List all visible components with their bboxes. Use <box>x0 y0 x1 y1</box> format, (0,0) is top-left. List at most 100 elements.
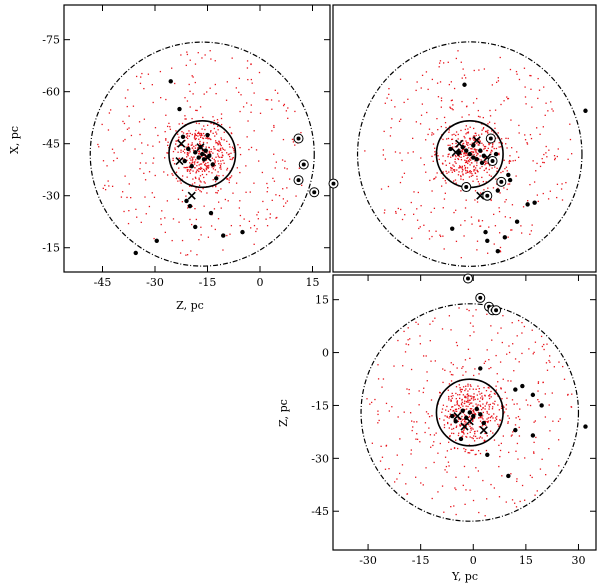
field-star <box>197 188 200 190</box>
field-star <box>508 183 511 185</box>
field-star <box>425 355 427 357</box>
field-star <box>464 207 467 209</box>
member-star-point <box>506 473 511 479</box>
field-star <box>186 169 188 171</box>
field-star <box>528 348 530 350</box>
field-star <box>469 489 471 491</box>
field-star <box>175 130 177 132</box>
field-star <box>457 394 459 396</box>
field-star <box>412 137 414 140</box>
field-star <box>440 106 442 108</box>
field-star <box>459 393 461 396</box>
field-star <box>173 163 176 165</box>
field-star <box>154 174 156 177</box>
field-star <box>472 325 474 327</box>
field-star <box>199 142 201 144</box>
field-star <box>195 177 197 180</box>
field-star <box>483 439 485 442</box>
field-star <box>478 390 480 393</box>
field-star <box>249 191 251 193</box>
field-star <box>538 401 540 403</box>
field-star <box>479 155 481 157</box>
field-star <box>165 139 167 141</box>
field-star <box>518 435 521 437</box>
field-star <box>226 152 228 154</box>
field-star <box>431 415 433 417</box>
field-star <box>462 431 465 434</box>
member-star-point <box>539 403 544 408</box>
field-star <box>497 132 499 134</box>
field-star <box>470 151 472 153</box>
field-star <box>197 52 199 54</box>
field-star <box>498 153 500 156</box>
member-star-point <box>530 392 536 398</box>
field-star <box>457 157 459 160</box>
field-star <box>422 391 424 394</box>
field-star <box>453 505 455 507</box>
circled-point-dot <box>499 179 504 184</box>
field-star <box>478 144 480 146</box>
field-star <box>473 393 475 395</box>
field-star <box>208 164 210 167</box>
inner-circle <box>168 120 237 189</box>
field-star <box>469 334 471 337</box>
field-star <box>177 180 179 182</box>
field-star <box>498 496 501 498</box>
circled-point-dot <box>301 162 306 167</box>
field-star <box>214 83 216 86</box>
field-star <box>191 144 193 146</box>
field-star <box>447 153 449 156</box>
field-star <box>171 67 173 69</box>
field-star <box>399 78 402 80</box>
field-star <box>175 143 177 145</box>
field-star <box>495 385 497 387</box>
member-star-point <box>450 413 455 419</box>
field-star <box>499 251 502 253</box>
field-star <box>570 153 573 155</box>
cross-point <box>451 148 460 157</box>
field-star <box>542 192 544 195</box>
field-star <box>200 166 202 169</box>
field-star <box>537 77 539 80</box>
field-star <box>200 226 202 228</box>
field-star <box>489 115 492 117</box>
field-star <box>181 189 184 191</box>
field-star <box>425 467 427 469</box>
field-star <box>475 453 477 456</box>
circled-point-dot <box>478 295 483 300</box>
field-star <box>470 175 473 177</box>
field-star <box>433 461 435 464</box>
field-star <box>497 425 500 427</box>
field-star <box>399 472 401 475</box>
field-star <box>466 167 469 169</box>
field-star <box>231 57 233 59</box>
field-star <box>501 341 503 344</box>
field-star <box>158 141 161 143</box>
member-star-point <box>186 146 191 152</box>
field-star <box>278 194 281 197</box>
field-star <box>454 146 456 148</box>
field-star <box>220 123 223 126</box>
field-star <box>202 145 204 147</box>
field-star <box>543 348 545 351</box>
field-star <box>185 254 187 256</box>
field-star <box>494 109 497 111</box>
field-star <box>240 94 242 96</box>
field-star <box>294 144 296 146</box>
field-star <box>256 228 258 230</box>
field-star <box>220 207 222 209</box>
field-star <box>519 418 521 421</box>
field-star <box>386 97 388 99</box>
field-star <box>389 135 392 137</box>
field-star <box>384 102 386 104</box>
field-star <box>493 147 495 150</box>
field-star <box>211 172 213 174</box>
field-star <box>479 167 481 169</box>
field-star <box>511 322 513 324</box>
field-star <box>470 171 473 173</box>
field-star <box>493 413 495 415</box>
field-star <box>469 452 471 454</box>
field-star <box>198 170 200 173</box>
field-star <box>453 169 455 171</box>
field-star <box>227 178 229 180</box>
